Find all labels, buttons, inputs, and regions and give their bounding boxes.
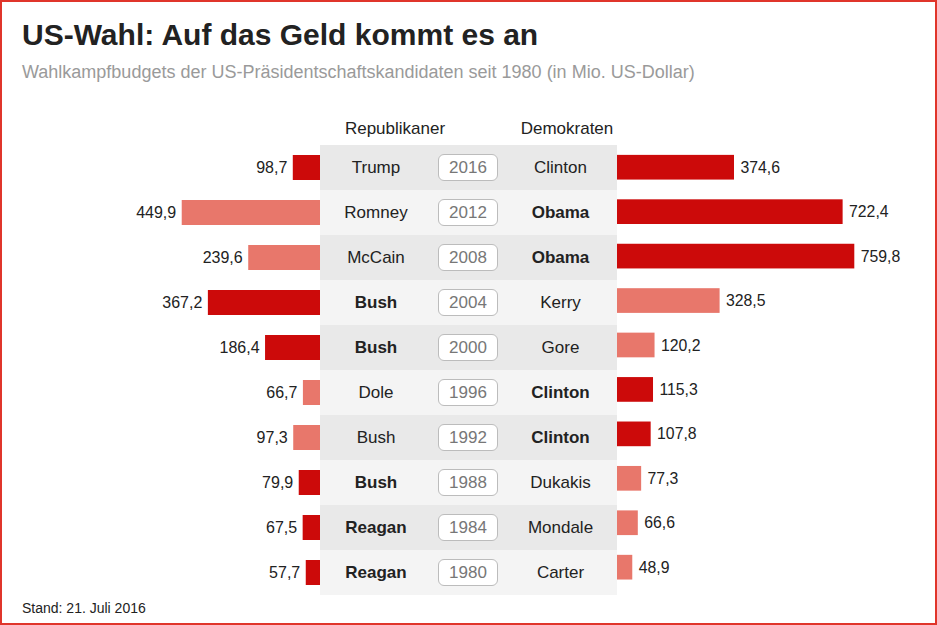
html-text:2016: 2016 bbox=[449, 158, 487, 177]
svg-text:77,3: 77,3 bbox=[648, 470, 679, 487]
html-text:Carter: Carter bbox=[536, 563, 585, 582]
svg-text:107,8: 107,8 bbox=[657, 425, 697, 442]
svg-text:722,4: 722,4 bbox=[849, 203, 889, 220]
html-text:Clinton: Clinton bbox=[534, 158, 587, 177]
html-text:Romney: Romney bbox=[344, 203, 408, 222]
html-text:McCain: McCain bbox=[347, 248, 405, 267]
html-text:1988: 1988 bbox=[449, 473, 487, 492]
svg-text:186,4: 186,4 bbox=[220, 339, 260, 356]
html-text:2004: 2004 bbox=[449, 293, 487, 312]
svg-text:239,6: 239,6 bbox=[203, 249, 243, 266]
html-text:2008: 2008 bbox=[449, 248, 487, 267]
html-text:Gore: Gore bbox=[541, 338, 580, 357]
html-text:Obama: Obama bbox=[531, 203, 590, 222]
html-text:Demokraten: Demokraten bbox=[520, 119, 614, 138]
html-text:Dole: Dole bbox=[358, 383, 394, 402]
html-text:1992: 1992 bbox=[449, 428, 487, 447]
html-text:Bush: Bush bbox=[354, 293, 398, 312]
html-text:2012: 2012 bbox=[449, 203, 487, 222]
svg-text:66,7: 66,7 bbox=[266, 384, 297, 401]
svg-text:120,2: 120,2 bbox=[661, 337, 701, 354]
svg-text:57,7: 57,7 bbox=[269, 564, 300, 581]
html-text:Mondale: Mondale bbox=[527, 518, 594, 537]
html-text:Clinton: Clinton bbox=[531, 428, 590, 447]
html-text:Reagan: Reagan bbox=[345, 518, 407, 537]
svg-text:97,3: 97,3 bbox=[257, 429, 288, 446]
html-text:1996: 1996 bbox=[449, 383, 487, 402]
html-text:Bush: Bush bbox=[356, 428, 396, 447]
svg-text:374,6: 374,6 bbox=[740, 159, 780, 176]
svg-text:67,5: 67,5 bbox=[266, 519, 297, 536]
html-text:Bush: Bush bbox=[354, 473, 398, 492]
svg-text:98,7: 98,7 bbox=[256, 159, 287, 176]
svg-text:328,5: 328,5 bbox=[726, 292, 766, 309]
html-text:Clinton: Clinton bbox=[531, 383, 590, 402]
html-text:Reagan: Reagan bbox=[345, 563, 407, 582]
html-text:Bush: Bush bbox=[354, 338, 398, 357]
svg-text:367,2: 367,2 bbox=[162, 294, 202, 311]
html-text:Republikaner: Republikaner bbox=[344, 119, 446, 138]
html-text:1984: 1984 bbox=[449, 518, 487, 537]
html-text:2000: 2000 bbox=[449, 338, 487, 357]
html-text:Dukakis: Dukakis bbox=[530, 473, 591, 492]
html-text:1980: 1980 bbox=[449, 563, 487, 582]
svg-text:48,9: 48,9 bbox=[639, 559, 670, 576]
svg-text:115,3: 115,3 bbox=[659, 381, 698, 398]
svg-text:759,8: 759,8 bbox=[861, 248, 901, 265]
svg-text:66,6: 66,6 bbox=[644, 514, 675, 531]
html-text:US-Wahl: Auf das Geld kommt es: US-Wahl: Auf das Geld kommt es an bbox=[22, 18, 539, 51]
html-text:Obama: Obama bbox=[531, 248, 590, 267]
svg-text:79,9: 79,9 bbox=[262, 474, 293, 491]
html-text:Kerry: Kerry bbox=[540, 293, 581, 312]
html-text:Trump: Trump bbox=[351, 158, 401, 177]
html-text:Stand: 21. Juli 2016: Stand: 21. Juli 2016 bbox=[22, 600, 146, 616]
svg-text:449,9: 449,9 bbox=[136, 204, 176, 221]
html-text:Wahlkampfbudgets der US-Präsid: Wahlkampfbudgets der US-Präsidentschafts… bbox=[22, 62, 695, 82]
